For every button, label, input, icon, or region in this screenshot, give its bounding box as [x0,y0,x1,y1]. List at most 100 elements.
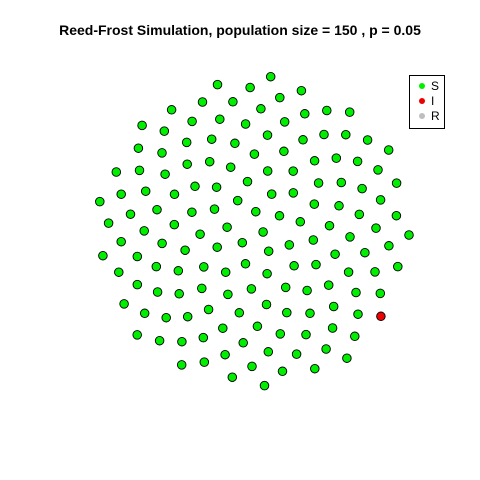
chart-title: Reed-Frost Simulation, population size =… [59,22,421,38]
individual-susceptible [169,219,180,230]
individual-susceptible [341,129,351,140]
legend-label-r: R [431,109,440,123]
individual-susceptible [350,331,360,342]
individual-susceptible [375,195,386,205]
individual-susceptible [161,312,171,323]
individual-susceptible [152,204,162,215]
individual-susceptible [354,209,365,220]
individual-susceptible [137,120,147,131]
individual-susceptible [139,308,150,319]
individual-susceptible [176,360,187,370]
individual-susceptible [95,196,105,207]
individual-susceptible [195,229,205,239]
individual-susceptible [246,284,257,294]
individual-susceptible [245,82,255,93]
individual-susceptible [132,330,142,340]
individual-susceptible [295,217,306,227]
individual-susceptible [334,201,344,211]
individual-susceptible [103,218,114,228]
legend: S I R [409,75,445,129]
individual-susceptible [391,178,402,188]
individual-susceptible [132,251,143,262]
individual-susceptible [296,85,307,96]
individual-susceptible [247,361,257,372]
individual-susceptible [275,92,285,103]
individual-susceptible [393,261,403,272]
individual-infected [376,311,386,322]
individual-susceptible [114,267,124,277]
individual-susceptible [357,183,367,194]
individual-susceptible [197,283,207,294]
individual-susceptible [187,207,197,217]
individual-susceptible [324,220,335,231]
individual-susceptible [288,188,299,198]
individual-susceptible [262,130,273,140]
individual-susceptible [160,169,170,179]
individual-susceptible [238,338,248,348]
individual-susceptible [228,97,238,107]
individual-susceptible [252,321,263,332]
individual-susceptible [203,304,214,315]
individual-susceptible [111,167,122,177]
individual-susceptible [302,285,312,296]
individual-susceptible [182,159,192,169]
individual-susceptible [240,259,251,269]
individual-susceptible [263,347,274,357]
individual-susceptible [362,135,373,145]
individual-susceptible [284,240,295,250]
individual-susceptible [116,236,126,247]
individual-susceptible [225,162,236,172]
individual-susceptible [352,156,363,167]
individual-susceptible [313,178,324,188]
individual-susceptible [266,189,277,199]
individual-susceptible [351,287,361,298]
individual-susceptible [344,107,355,117]
individual-susceptible [223,289,233,300]
individual-susceptible [327,323,338,333]
individual-susceptible [134,165,145,176]
individual-susceptible [139,226,149,236]
individual-susceptible [237,237,248,248]
individual-susceptible [261,299,272,310]
individual-susceptible [371,223,381,233]
legend-item-i: I [410,94,444,108]
legend-item-r: R [410,109,444,123]
individual-susceptible [157,238,167,249]
individual-susceptible [384,241,394,251]
individual-susceptible [151,261,162,272]
individual-susceptible [182,311,193,322]
individual-susceptible [336,177,347,188]
individual-susceptible [242,176,253,187]
individual-susceptible [132,279,143,290]
individual-susceptible [305,308,315,319]
individual-susceptible [234,308,245,318]
individual-susceptible [187,116,197,127]
legend-item-s: S [410,79,444,93]
individual-susceptible [291,349,302,359]
individual-susceptible [259,380,270,391]
individual-susceptible [308,235,319,245]
individual-susceptible [262,268,272,279]
legend-dot-s [419,83,425,89]
individual-susceptible [275,329,286,339]
individual-susceptible [279,146,289,157]
individual-susceptible [198,332,209,343]
individual-susceptible [174,289,184,299]
individual-susceptible [311,259,321,270]
individual-susceptible [309,156,320,166]
individual-susceptible [280,282,291,293]
individual-susceptible [197,97,208,107]
individual-susceptible [331,153,342,163]
individual-susceptible [98,250,108,261]
individual-susceptible [199,262,209,272]
individual-susceptible [310,363,320,374]
individual-susceptible [154,335,165,346]
individual-susceptible [206,134,217,144]
individual-susceptible [330,249,340,259]
legend-dot-i [419,98,425,104]
individual-susceptible [375,288,386,299]
individual-susceptible [289,261,299,271]
individual-susceptible [263,246,274,256]
individual-susceptible [373,165,383,175]
legend-label-s: S [431,79,440,93]
